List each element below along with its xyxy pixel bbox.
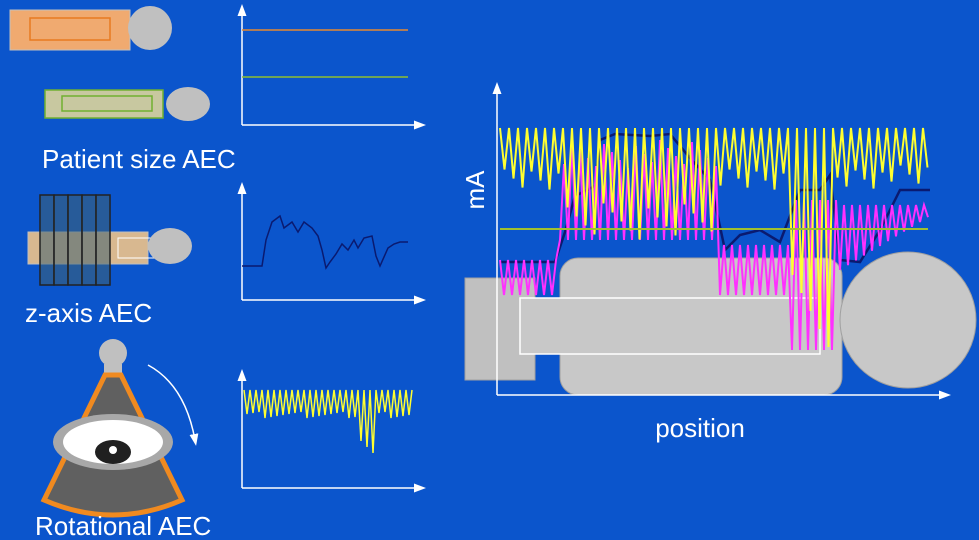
panel-label: z-axis AEC [25,298,152,328]
y-axis-label: mA [460,170,490,210]
slide: Patient size AEC z-axis AEC Rotational A… [0,0,979,540]
panel-label: Rotational AEC [35,511,211,540]
panel-label: Patient size AEC [42,144,236,174]
x-axis-label: position [655,413,745,443]
